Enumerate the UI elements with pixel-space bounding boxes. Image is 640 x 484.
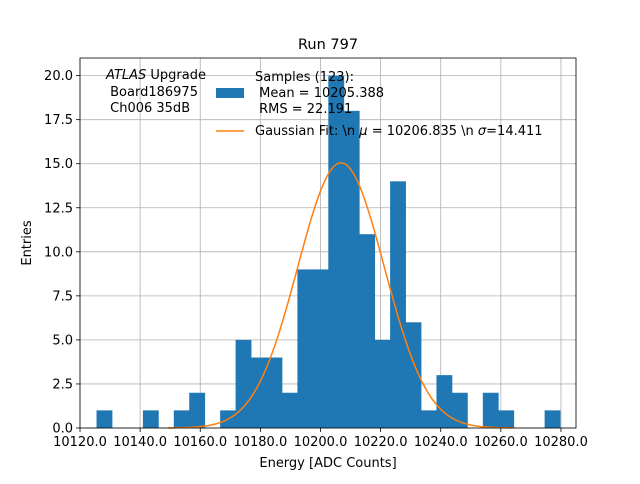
histogram-bar-3: [142, 410, 159, 428]
x-tick-label-3: 10180.0: [233, 435, 287, 450]
x-axis-label: Energy [ADC Counts]: [259, 456, 396, 471]
annotation-line-3: Ch006 35dB: [106, 101, 190, 116]
legend-fit-mid: = 10206.835 \n: [368, 124, 478, 139]
y-tick-label-7: 17.5: [44, 113, 73, 128]
x-tick-label-4: 10200.0: [294, 435, 348, 450]
x-tick-label-8: 10280.0: [534, 435, 588, 450]
histogram-bar-17: [359, 234, 376, 428]
histogram-bar-20: [405, 322, 422, 428]
legend-fit-label: Gaussian Fit: \n μ = 10206.835 \n σ=14.4…: [255, 124, 543, 139]
x-tick-label-0: 10120.0: [53, 435, 107, 450]
y-tick-label-6: 15.0: [44, 157, 73, 172]
histogram-bar-15: [328, 75, 345, 428]
gaussian-fit-curve: [167, 162, 515, 429]
legend-fit-sigma: σ: [478, 124, 487, 139]
x-tick-label-1: 10140.0: [113, 435, 167, 450]
y-axis-label: Entries: [20, 220, 35, 266]
chart-title: Run 797: [298, 37, 358, 53]
x-tick-label-6: 10240.0: [414, 435, 468, 450]
annotation-line-1: ATLAS Upgrade: [105, 68, 206, 83]
histogram-bar-0: [96, 410, 113, 428]
histogram-bar-14: [312, 269, 329, 428]
annotation-line-1-rest: Upgrade: [146, 68, 206, 83]
histogram-bar-9: [235, 339, 252, 428]
legend: Samples (123): Mean = 10205.388 RMS = 22…: [216, 70, 543, 139]
y-tick-label-5: 12.5: [44, 201, 73, 216]
x-tick-label-7: 10260.0: [474, 435, 528, 450]
histogram-bar-6: [189, 392, 206, 428]
histogram-bar-29: [544, 410, 561, 428]
histogram-bar-19: [390, 181, 406, 428]
annotation-italic: ATLAS: [105, 68, 146, 83]
y-tick-label-4: 10.0: [44, 245, 73, 260]
histogram-bar-12: [281, 392, 298, 428]
histogram-bar-11: [266, 357, 283, 428]
y-tick-label-3: 7.5: [52, 289, 73, 304]
atlas-annotation: ATLAS Upgrade Board186975 Ch006 35dB: [105, 68, 206, 116]
legend-fit-mu: μ: [358, 124, 367, 139]
y-tick-label-2: 5.0: [52, 333, 73, 348]
annotation-line-2: Board186975: [106, 85, 198, 100]
histogram-bar-23: [451, 392, 468, 428]
legend-histogram-line-1: Samples (123):: [255, 70, 354, 85]
axis-ticks: 10120.0 10140.0 10160.0 10180.0 10200.0 10220…: [44, 69, 588, 450]
legend-fit-post: =14.411: [486, 124, 542, 139]
legend-histogram-line-2: Mean = 10205.388: [255, 86, 384, 101]
histogram-bars: [96, 75, 561, 428]
y-tick-label-8: 20.0: [44, 69, 73, 84]
x-tick-label-2: 10160.0: [173, 435, 227, 450]
histogram-bar-5: [173, 410, 190, 428]
histogram-bar-16: [343, 110, 360, 428]
histogram-bar-21: [421, 410, 437, 428]
legend-fit-pre: Gaussian Fit: \n: [255, 124, 359, 139]
legend-histogram-line-3: RMS = 22.191: [255, 102, 352, 117]
histogram-bar-18: [374, 339, 391, 428]
y-tick-label-0: 0.0: [52, 422, 73, 437]
legend-histogram-swatch: [216, 88, 244, 98]
y-tick-label-1: 2.5: [52, 377, 73, 392]
x-tick-label-5: 10220.0: [354, 435, 408, 450]
plot-frame: [79, 57, 577, 429]
histogram-bar-22: [436, 375, 453, 428]
histogram-bar-13: [297, 269, 314, 428]
histogram-bar-25: [482, 392, 499, 428]
histogram-bar-26: [498, 410, 515, 428]
